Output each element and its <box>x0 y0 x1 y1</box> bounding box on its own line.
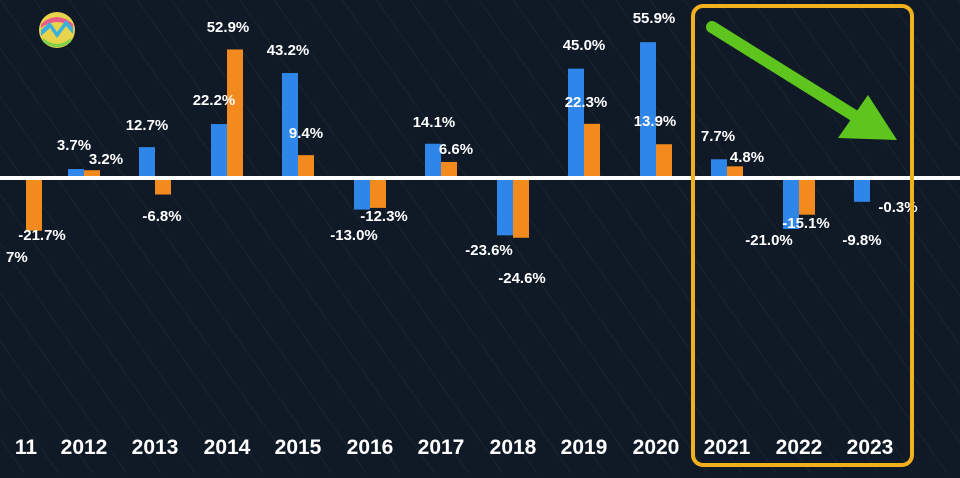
value-label-series1-11: -21.7% <box>18 227 66 244</box>
x-tick-label-11: 11 <box>15 436 38 459</box>
x-tick-label-2013: 2013 <box>132 436 179 459</box>
bar-series0-2015 <box>282 73 298 178</box>
bar-series0-2022 <box>783 178 799 230</box>
bar-series0-2013 <box>139 147 155 178</box>
x-tick-label-2016: 2016 <box>347 436 394 459</box>
highlight-box <box>691 4 914 467</box>
bar-series1-2019 <box>584 123 600 178</box>
bar-series0-2017 <box>425 143 441 178</box>
x-tick-label-2022: 2022 <box>776 436 823 459</box>
value-label-series0-2012: 3.7% <box>57 137 91 154</box>
value-label-series0-2016: -13.0% <box>330 227 378 244</box>
bar-series1-11 <box>26 178 42 231</box>
bar-series0-2020 <box>640 42 656 179</box>
bar-series1-2021 <box>727 166 743 178</box>
bar-series1-2022 <box>799 178 815 215</box>
value-label-series0-2022: -21.0% <box>745 232 793 249</box>
bar-series0-2018 <box>497 178 513 236</box>
value-label-series1-2018: -24.6% <box>498 270 546 287</box>
value-label-series0-2013: 12.7% <box>126 117 169 134</box>
value-label-series0-2017: 14.1% <box>413 114 456 131</box>
x-tick-label-2019: 2019 <box>561 436 608 459</box>
value-label-series0-2018: -23.6% <box>465 242 513 259</box>
bar-series1-2012 <box>84 170 100 178</box>
value-label-series1-2012: 3.2% <box>89 151 123 168</box>
bar-series0-2014 <box>211 124 227 178</box>
bar-series1-2017 <box>441 161 457 178</box>
bar-series1-2014 <box>227 49 243 178</box>
value-label-series1-2014: 52.9% <box>207 19 250 36</box>
value-label-series1-2013: -6.8% <box>142 208 181 225</box>
value-label-series1-2019: 22.3% <box>565 94 608 111</box>
value-label-series1-2022: -15.1% <box>782 215 830 232</box>
x-tick-label-2023: 2023 <box>847 436 894 459</box>
logo-icon <box>39 12 75 48</box>
value-label-series0-2021: 7.7% <box>701 128 735 145</box>
value-label-series1-2016: -12.3% <box>360 208 408 225</box>
bar-series0-2019 <box>568 68 584 178</box>
bar-series0-2023 <box>854 178 870 202</box>
value-label-series1-2021: 4.8% <box>730 149 764 166</box>
x-tick-label-2015: 2015 <box>275 436 322 459</box>
trend-arrow-icon <box>706 21 897 140</box>
x-tick-label-2014: 2014 <box>204 436 251 459</box>
value-label-series0-2015: 43.2% <box>267 42 310 59</box>
value-labels-group: 3.7% 12.7% 22.2% 43.2% -13.0% 14.1% -23.6% 45.0… <box>6 10 918 287</box>
bar-series1-2020 <box>656 144 672 178</box>
bar-series0-2012 <box>68 169 84 178</box>
value-label-series0-2014: 22.2% <box>193 92 236 109</box>
value-label-series1-2015: 9.4% <box>289 125 323 142</box>
value-label-series1-2023: -0.3% <box>878 199 917 216</box>
x-tick-label-2021: 2021 <box>704 436 751 459</box>
bar-series1-2018 <box>513 178 529 238</box>
bar-series0-2016 <box>354 178 370 210</box>
value-label-series1-2017: 6.6% <box>439 141 473 158</box>
bar-series1-2016 <box>370 178 386 208</box>
value-label-series0-2023: -9.8% <box>842 232 881 249</box>
x-tick-label-2020: 2020 <box>633 436 680 459</box>
value-label-clipped: 7% <box>6 249 28 266</box>
value-label-series0-2020: 55.9% <box>633 10 676 27</box>
bar-series1-2015 <box>298 155 314 178</box>
bars-group <box>26 42 886 238</box>
x-tick-label-2012: 2012 <box>61 436 108 459</box>
value-label-series0-2019: 45.0% <box>563 37 606 54</box>
value-label-series1-2020: 13.9% <box>634 113 677 130</box>
bar-series0-2021 <box>711 159 727 178</box>
x-tick-label-2017: 2017 <box>418 436 465 459</box>
bar-series1-2013 <box>155 178 171 195</box>
x-tick-labels-group: 11 2012 2013 2014 2015 2016 2017 2018 2019 2020 20… <box>15 436 893 459</box>
x-tick-label-2018: 2018 <box>490 436 537 459</box>
